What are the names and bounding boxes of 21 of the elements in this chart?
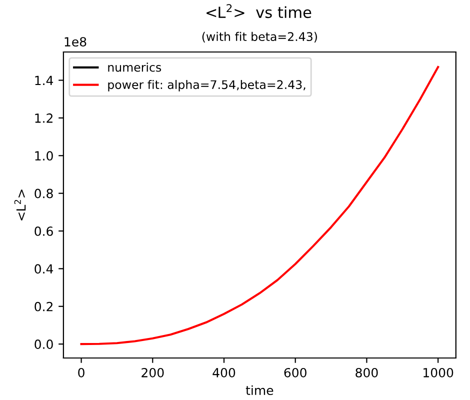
y-tick-label: 0.2: [34, 302, 52, 312]
x-tick-label: 600: [284, 368, 306, 378]
y-tick-label: 0.4: [34, 264, 54, 274]
text: 1e8: [64, 37, 86, 47]
y-tick-label: 0.0: [34, 340, 53, 349]
y-tick-label: 1.0: [35, 151, 53, 161]
x-tick-label: 0: [78, 368, 84, 378]
y-tick-label: 0.6: [34, 226, 53, 236]
x-tick-label: 800: [356, 368, 378, 378]
y-tick-label: 1.2: [35, 113, 52, 123]
legend-label: power fit: alpha=7.54,beta=2.43,: [108, 80, 306, 92]
legend-label: numerics: [108, 62, 162, 72]
chart-title: <L$^{2}$> vs time: [206, 4, 312, 18]
y-tick-label: 0.8: [34, 188, 53, 198]
x-tick-label: 400: [212, 368, 236, 378]
x-axis-title: time: [246, 385, 274, 396]
x-tick-label: 1000: [424, 368, 454, 378]
x-tick-label: 200: [142, 368, 164, 378]
y-axis-title: <L$^{2}$>: [14, 190, 26, 220]
chart-subtitle: (with fit beta=2.43): [202, 32, 317, 42]
y-tick-label: 1.4: [35, 76, 54, 86]
